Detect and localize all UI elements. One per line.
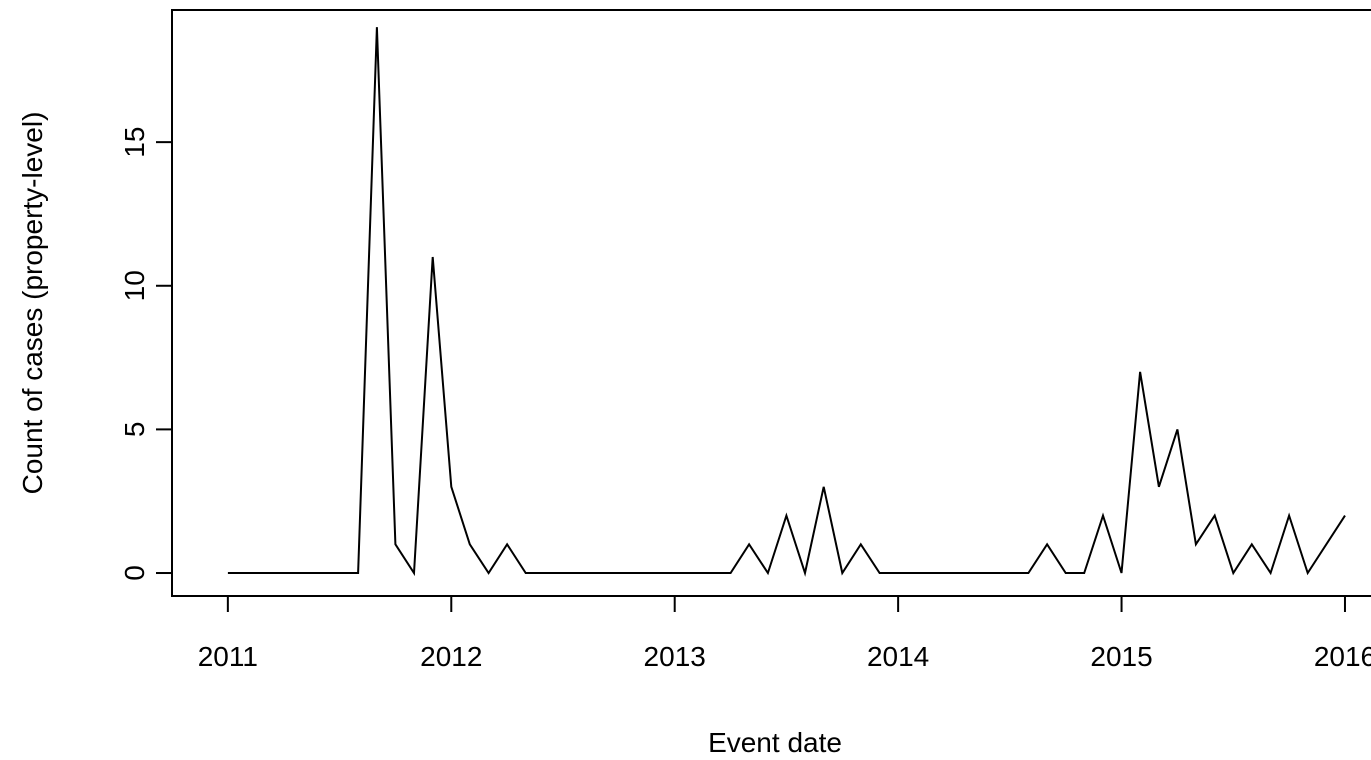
x-axis: 2011 2012 2013 2014 2015 2016	[198, 595, 1371, 672]
series-line	[227, 27, 1346, 577]
x-tick-label: 2012	[420, 641, 482, 672]
x-tick-label: 2014	[867, 641, 929, 672]
y-tick-label: 10	[119, 270, 150, 301]
x-axis-title: Event date	[708, 727, 842, 758]
plot-frame	[171, 9, 1371, 597]
x-tick-label: 2016	[1314, 641, 1371, 672]
x-tick-label: 2013	[644, 641, 706, 672]
y-tick-label: 0	[119, 565, 150, 581]
y-axis: 0 5 10 15	[119, 127, 173, 581]
x-tick-label: 2011	[198, 641, 258, 672]
y-axis-title: Count of cases (property-level)	[17, 112, 48, 495]
y-tick-label: 15	[119, 127, 150, 158]
x-tick-label: 2015	[1090, 641, 1152, 672]
y-tick-label: 5	[119, 422, 150, 438]
